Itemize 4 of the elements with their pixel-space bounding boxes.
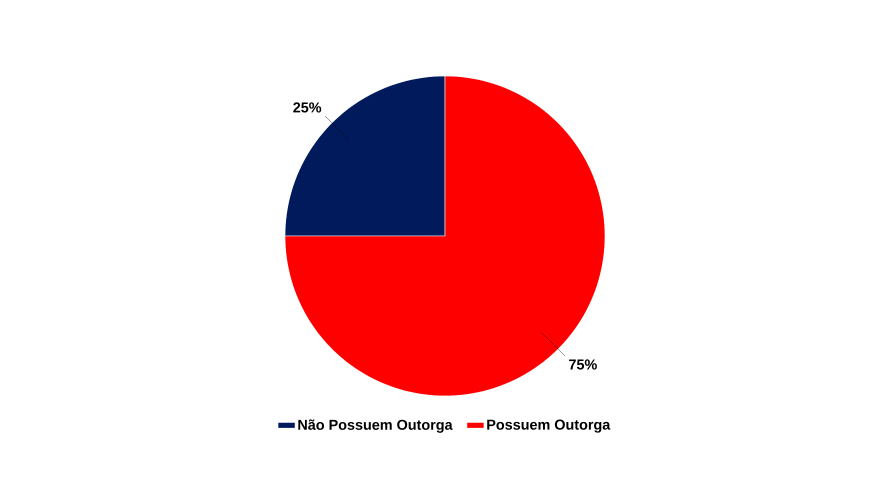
legend-label: Possuem Outorga <box>487 420 610 433</box>
data-label: 75% <box>569 359 597 370</box>
data-label: 25% <box>293 102 322 113</box>
legend-label: Não Possuem Outorga <box>298 419 453 433</box>
